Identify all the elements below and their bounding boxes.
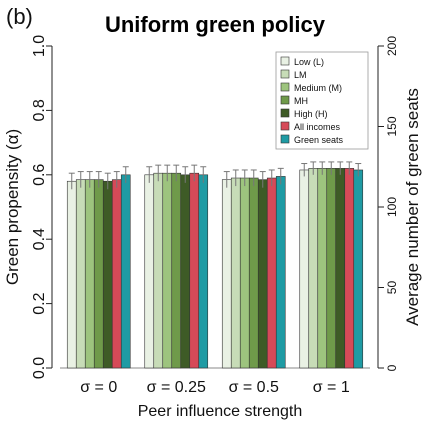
bars <box>66 161 364 369</box>
legend-swatch <box>280 69 290 79</box>
legend-swatch <box>280 134 290 144</box>
legend-swatch <box>280 121 290 131</box>
y-tick-label-left: 0.8 <box>31 99 48 121</box>
x-tick-label: σ = 0.25 <box>147 379 206 396</box>
legend-box <box>275 51 369 150</box>
bar <box>299 169 310 369</box>
bar <box>93 179 104 369</box>
bar <box>257 179 268 369</box>
x-axis-label: Peer influence strength <box>138 403 303 420</box>
y-tick-label-left: 1.0 <box>31 35 48 57</box>
legend-label: All incomes <box>294 122 341 132</box>
y-tick-label-right: 200 <box>385 36 399 56</box>
bar <box>230 177 241 369</box>
y-tick-label-right: 50 <box>385 281 399 295</box>
y-tick-label-left: 0.6 <box>31 164 48 186</box>
bar <box>111 179 122 369</box>
bar <box>308 168 319 369</box>
bar <box>153 172 164 369</box>
bar <box>335 168 346 369</box>
bar <box>75 179 86 369</box>
bar <box>66 180 77 369</box>
legend-swatch <box>280 95 290 105</box>
bar <box>102 180 113 369</box>
y-tick-label-left: 0.2 <box>31 292 48 314</box>
panel-label: (b) <box>6 4 33 29</box>
bar <box>239 177 250 369</box>
legend-label: LM <box>294 70 307 80</box>
y-axis-label-right: Average number of green seats <box>403 88 422 326</box>
bar <box>180 174 191 369</box>
x-tick-label: σ = 0.5 <box>229 379 279 396</box>
bar <box>84 179 95 369</box>
bar <box>221 179 232 369</box>
y-tick-label-left: 0.4 <box>31 228 48 250</box>
legend-label: High (H) <box>294 109 328 119</box>
bar <box>317 168 328 369</box>
bar <box>266 177 277 369</box>
y-tick-label-right: 150 <box>385 116 399 136</box>
y-tick-label-right: 100 <box>385 197 399 217</box>
bar <box>198 174 209 369</box>
legend-swatch <box>280 82 290 92</box>
bar <box>144 174 155 369</box>
bar <box>120 174 131 369</box>
legend-swatch <box>280 56 290 66</box>
bar <box>344 168 355 369</box>
chart-title: Uniform green policy <box>104 12 326 37</box>
axes: 0.0 0.2 0.4 0.6 0.8 1.0 Green propensity (α) 0 5… <box>3 35 422 420</box>
legend-label: Low (L) <box>294 57 324 67</box>
x-tick-label: σ = 1 <box>313 379 350 396</box>
legend-label: MH <box>294 96 308 106</box>
y-tick-label-left: 0.0 <box>31 357 48 379</box>
bar <box>162 172 173 369</box>
y-tick-label-right: 0 <box>385 364 399 371</box>
bar <box>248 177 259 369</box>
bar <box>171 172 182 369</box>
bar <box>189 172 200 369</box>
y-axis-label-left: Green propensity (α) <box>3 129 22 285</box>
bar <box>326 168 337 369</box>
bar <box>353 169 364 369</box>
bar <box>275 176 286 369</box>
legend-label: Medium (M) <box>294 83 342 93</box>
legend-label: Green seats <box>294 135 344 145</box>
legend: Low (L) LM Medium (M) MH High (H) All incomes… <box>275 51 369 150</box>
x-tick-label: σ = 0 <box>80 379 117 396</box>
legend-swatch <box>280 108 290 118</box>
